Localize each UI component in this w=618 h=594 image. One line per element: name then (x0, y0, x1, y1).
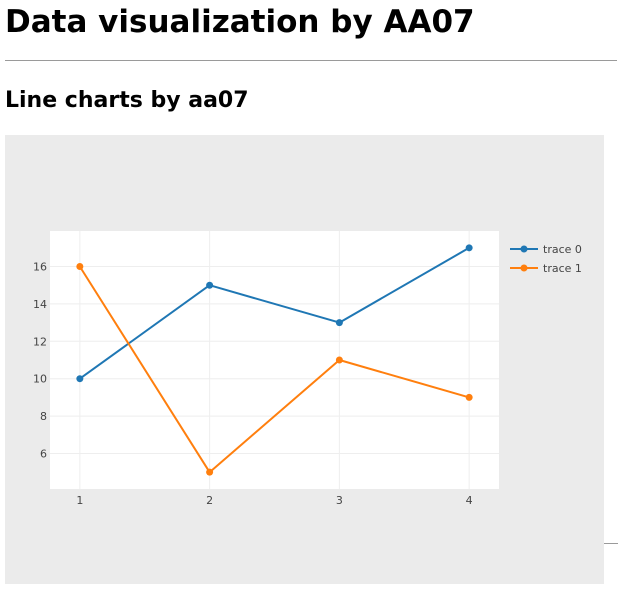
data-point-trace-1[interactable] (465, 393, 473, 401)
section-title: Line charts by aa07 (5, 88, 249, 113)
legend-label-trace-1[interactable]: trace 1 (543, 262, 582, 275)
plot-container[interactable]: 1 2 3 4 6 8 10 12 14 16 trace 0 trace 1 (5, 135, 604, 584)
series-line-trace-0 (79, 246, 470, 380)
data-point-trace-0[interactable] (335, 319, 343, 327)
x-tick-label: 4 (466, 494, 473, 507)
horizontal-divider (5, 60, 617, 61)
data-point-trace-1[interactable] (335, 356, 343, 364)
x-tick-label: 1 (76, 494, 83, 507)
y-tick-label: 16 (33, 261, 47, 274)
legend-label-trace-0[interactable]: trace 0 (543, 243, 582, 256)
y-tick-label: 12 (33, 335, 47, 348)
data-point-trace-1[interactable] (76, 263, 84, 271)
series-line-trace-1 (78, 265, 470, 474)
x-tick-label: 3 (336, 494, 343, 507)
data-point-trace-0[interactable] (465, 244, 473, 252)
legend-marker-trace-1 (520, 264, 528, 272)
data-point-trace-0[interactable] (206, 281, 214, 289)
y-tick-label: 10 (33, 373, 47, 386)
y-tick-label: 14 (33, 298, 47, 311)
data-point-trace-0[interactable] (76, 375, 84, 383)
horizontal-divider-bottom (604, 543, 618, 544)
legend-marker-trace-0 (520, 245, 528, 253)
page-title: Data visualization by AA07 (5, 4, 475, 40)
data-point-trace-1[interactable] (206, 468, 214, 476)
x-tick-label: 2 (206, 494, 213, 507)
y-tick-label: 8 (40, 410, 47, 423)
y-tick-label: 6 (40, 447, 47, 460)
